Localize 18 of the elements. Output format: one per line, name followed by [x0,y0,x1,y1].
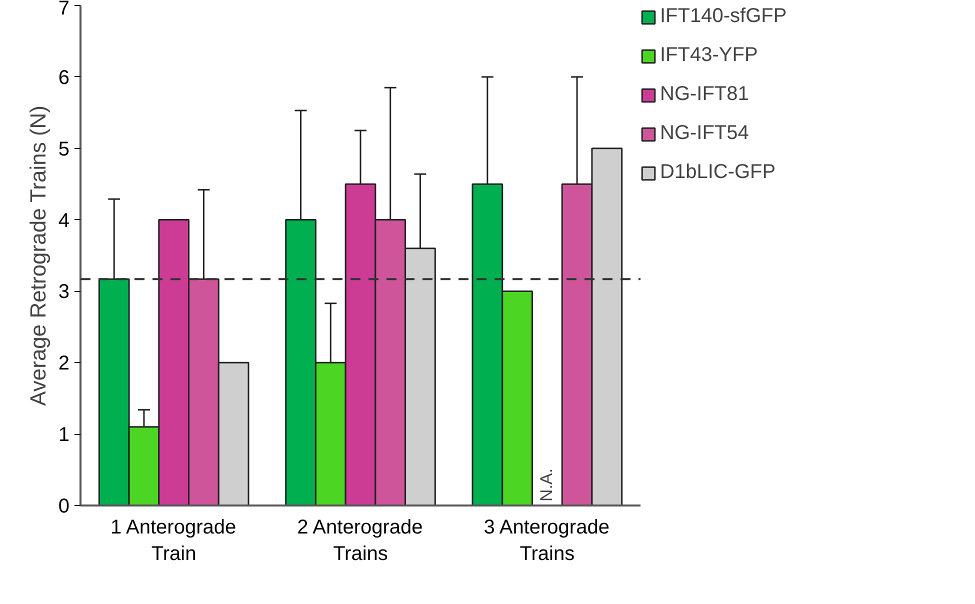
y-tick-label: 2 [58,352,70,375]
legend-label: IFT140-sfGFP [660,5,787,28]
y-tick-label: 4 [58,210,70,232]
legend-label: NG-IFT81 [660,83,749,106]
legend-label: IFT43-YFP [660,44,758,67]
legend-label: D1bLIC-GFP [660,161,776,184]
x-tick-label: 2 Anterograde Trains [297,516,423,565]
y-tick-label: 5 [58,138,70,160]
legend-label: NG-IFT54 [660,122,749,145]
y-tick-label: 0 [58,496,70,518]
y-tick-label: 7 [58,0,70,20]
x-tick-label: 1 Anterograde Train [110,516,236,565]
y-tick-label: 3 [58,281,70,304]
x-tick-label: 3 Anterograde Trains [484,516,610,565]
annotation: N.A. [537,468,556,502]
y-tick-label: 6 [58,66,70,89]
y-axis-title: Average Retrograde Trains (N) [25,105,50,406]
y-tick-label: 1 [58,424,70,446]
